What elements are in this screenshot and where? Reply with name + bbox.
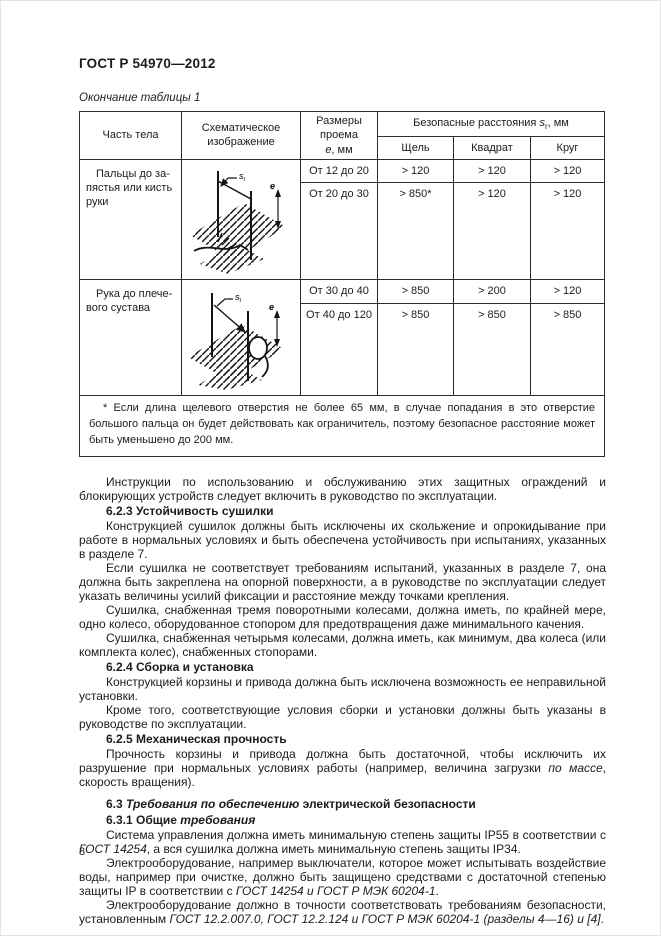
standard-reference: ГОСТ 12.2.007.0, ГОСТ 12.2.124 и ГОСТ Р …	[169, 911, 601, 926]
text-segment: Электрооборудование должно в точности со…	[79, 897, 606, 926]
range-cell: От 40 до 120	[300, 302, 378, 396]
square-value: > 200	[453, 278, 531, 304]
table-row: Пальцы до за- пястья или кисть руки	[79, 158, 605, 280]
slot-value: > 120	[377, 158, 454, 183]
paragraph: Если сушилка не соответствует требования…	[79, 560, 606, 603]
safe-distance-symbol: s	[539, 116, 545, 129]
col-header-opening-size: Размеры проема е, мм	[300, 111, 378, 160]
square-value: > 120	[453, 158, 531, 183]
paragraph: Электрооборудование, например выключател…	[79, 856, 606, 898]
text-segment: .	[600, 911, 604, 926]
svg-text:sr: sr	[239, 171, 246, 183]
text-segment: Система управления должна иметь минималь…	[106, 827, 606, 842]
square-value: > 850	[453, 302, 531, 396]
col-header-body-part: Часть тела	[79, 111, 182, 160]
standard-reference: ГОСТ 14254 и ГОСТ Р МЭК 60204-1	[235, 883, 436, 898]
table-row: Рука до плече- вого сустава	[79, 278, 605, 396]
schematic-cell: sr e	[181, 158, 301, 280]
square-value: > 120	[453, 181, 531, 280]
slot-value: > 850*	[377, 181, 454, 280]
svg-text:sr: sr	[235, 292, 242, 304]
heading-6-3-1: 6.3.1 Общие требования	[79, 813, 606, 827]
heading-text: электрической безопасности	[299, 796, 476, 811]
e-label: e	[270, 181, 275, 191]
hand-through-opening-schematic: sr e	[190, 170, 286, 274]
slot-value: > 850	[377, 278, 454, 304]
opening-size-line1: Размеры проема	[316, 115, 362, 142]
standard-number: ГОСТ Р 54970—2012	[79, 56, 216, 71]
text-segment: , а вся сушилка должна иметь минимальную…	[146, 841, 521, 856]
table-footnote: * Если длина щелевого отверстия не более…	[79, 394, 605, 457]
paragraph: Кроме того, соответствующие условия сбор…	[79, 702, 606, 731]
heading-6-3: 6.3 Требования по обеспечению электричес…	[79, 797, 606, 811]
body-text: Инструкции по использованию и обслуживан…	[79, 475, 606, 926]
heading-6-2-3: 6.2.3 Устойчивость сушилки	[106, 503, 274, 518]
text-segment: Электрооборудование, например выключател…	[79, 855, 606, 898]
body-part-arm: Рука до плече- вого сустава	[79, 278, 182, 396]
range-cell: От 20 до 30	[300, 181, 378, 280]
e-label: e	[269, 302, 274, 312]
heading-6-2-4: 6.2.4 Сборка и установка	[106, 659, 254, 674]
circle-value: > 850	[530, 302, 605, 396]
opening-size-symbol: е	[325, 143, 332, 156]
safe-distance-subscript: r	[544, 122, 548, 132]
safe-distances-text: Безопасные расстояния	[413, 116, 540, 129]
safe-distances-table: Часть тела Схематическое изображение Раз…	[79, 110, 605, 457]
table-row: От 40 до 120 > 850 > 850 > 850	[80, 302, 605, 396]
heading-6-2-5: 6.2.5 Механическая прочность	[106, 731, 287, 746]
paragraph: Сушилка, снабженная четырьмя колесами, д…	[79, 630, 606, 659]
range-cell: От 30 до 40	[300, 278, 378, 304]
circle-value: > 120	[530, 158, 605, 183]
sr-label: s	[239, 171, 244, 181]
col-header-circle: Круг	[530, 136, 605, 160]
body-part-fingers: Пальцы до за- пястья или кисть руки	[79, 158, 182, 280]
paragraph: Система управления должна иметь минималь…	[79, 828, 606, 856]
standard-reference: ГОСТ 14254	[79, 841, 147, 856]
col-header-square: Квадрат	[453, 136, 531, 160]
opening-size-unit: , мм	[331, 143, 353, 156]
paragraph: Электрооборудование должно в точности со…	[79, 898, 606, 926]
circle-value: > 120	[530, 181, 605, 280]
table-row: От 20 до 30 > 850* > 120 > 120	[80, 181, 605, 280]
circle-value: > 120	[530, 278, 605, 304]
col-header-safe-distances: Безопасные расстояния sr, мм	[377, 110, 605, 138]
safe-distances-unit: , мм	[547, 116, 569, 129]
slot-value: > 850	[377, 302, 454, 396]
text-segment: , скорость вращения).	[79, 760, 607, 789]
arm-through-opening-schematic: sr e	[188, 292, 284, 390]
table-header-row-1: Часть тела Схематическое изображение Раз…	[79, 110, 605, 160]
heading-text: 6.3.1 Общие	[106, 812, 181, 827]
paragraph: Конструкцией корзины и привода должна бы…	[79, 674, 606, 703]
table-footnote-row: * Если длина щелевого отверстия не более…	[79, 394, 605, 457]
paragraph: Прочность корзины и привода должна быть …	[79, 747, 606, 789]
paragraph: Конструкцией сушилок должны быть исключе…	[79, 518, 606, 561]
heading-italic: Требования по обеспечению	[126, 796, 300, 811]
range-cell: От 12 до 20	[300, 158, 378, 183]
heading-number: 6.3	[106, 796, 127, 811]
table-caption: Окончание таблицы 1	[79, 92, 201, 104]
text-segment: .	[435, 883, 439, 898]
col-header-schematic: Схематическое изображение	[181, 111, 301, 160]
italic-segment: по массе	[548, 760, 603, 775]
schematic-cell: sr e	[181, 278, 301, 396]
page-number: 8	[79, 846, 86, 858]
heading-italic: требования	[180, 812, 256, 827]
sr-label: s	[235, 292, 240, 302]
col-header-slot: Щель	[377, 136, 454, 160]
paragraph: Сушилка, снабженная тремя поворотными ко…	[79, 602, 606, 631]
paragraph: Инструкции по использованию и обслуживан…	[79, 474, 606, 503]
text-segment: Прочность корзины и привода должна быть …	[79, 746, 606, 775]
